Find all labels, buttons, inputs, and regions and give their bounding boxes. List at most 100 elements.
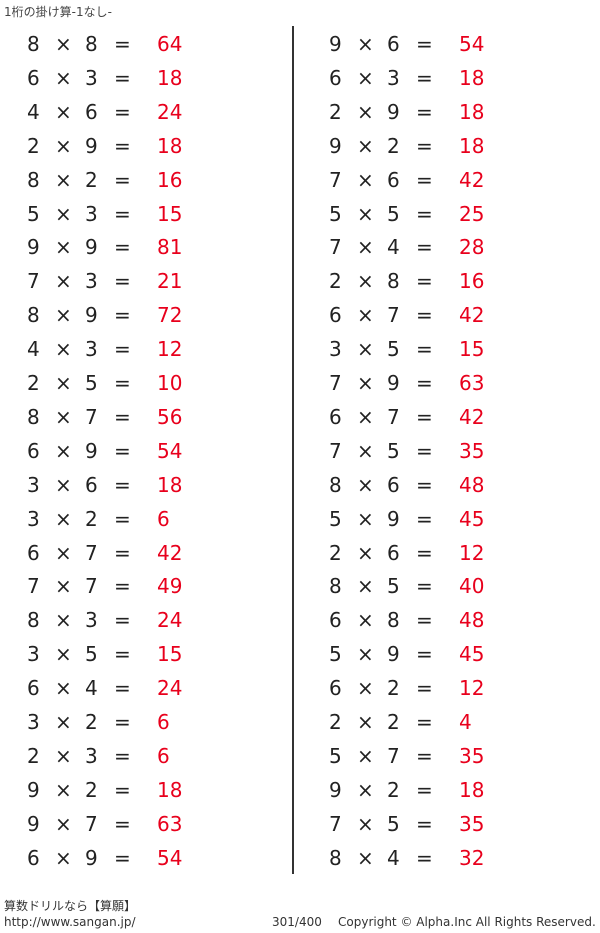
- times-sign: ×: [55, 710, 72, 734]
- answer: 42: [459, 167, 485, 192]
- times-sign: ×: [357, 133, 374, 158]
- answer: 18: [157, 777, 183, 802]
- times-sign: ×: [357, 201, 374, 226]
- times-sign: ×: [357, 540, 374, 565]
- operand-a: 2: [27, 371, 40, 395]
- operand-a: 5: [329, 506, 342, 531]
- times-sign: ×: [357, 743, 374, 768]
- times-sign: ×: [55, 235, 72, 260]
- times-sign: ×: [55, 743, 72, 768]
- operand-a: 7: [27, 574, 40, 599]
- footer-url[interactable]: http://www.sangan.jp/: [4, 915, 136, 929]
- equals-sign: =: [114, 32, 131, 56]
- operand-a: 6: [27, 438, 40, 463]
- operand-a: 8: [27, 167, 40, 192]
- equals-sign: =: [416, 371, 433, 395]
- operand-a: 7: [329, 371, 342, 395]
- times-sign: ×: [357, 642, 374, 667]
- operand-b: 9: [85, 438, 98, 463]
- operand-a: 4: [27, 337, 40, 362]
- operand-b: 6: [85, 472, 98, 497]
- equals-sign: =: [114, 676, 131, 701]
- equals-sign: =: [114, 133, 131, 158]
- times-sign: ×: [357, 32, 374, 56]
- operand-b: 3: [85, 65, 98, 90]
- times-sign: ×: [55, 133, 72, 158]
- operand-a: 2: [329, 710, 342, 734]
- page-number: 301/400: [272, 915, 322, 929]
- answer: 12: [459, 540, 485, 565]
- times-sign: ×: [55, 269, 72, 294]
- equals-sign: =: [416, 133, 433, 158]
- equals-sign: =: [416, 845, 433, 870]
- operand-b: 9: [85, 235, 98, 260]
- equals-sign: =: [416, 811, 433, 836]
- equals-sign: =: [114, 201, 131, 226]
- operand-b: 6: [85, 99, 98, 124]
- operand-a: 6: [27, 676, 40, 701]
- operand-b: 2: [387, 710, 400, 734]
- operand-b: 5: [387, 811, 400, 836]
- operand-a: 6: [329, 303, 342, 328]
- operand-b: 9: [387, 371, 400, 395]
- equals-sign: =: [416, 608, 433, 633]
- equals-sign: =: [416, 676, 433, 701]
- answer: 40: [459, 574, 485, 599]
- operand-b: 8: [387, 608, 400, 633]
- equals-sign: =: [114, 235, 131, 260]
- answer: 24: [157, 608, 183, 633]
- operand-b: 3: [387, 65, 400, 90]
- answer: 45: [459, 506, 485, 531]
- answer: 18: [459, 65, 485, 90]
- operand-a: 3: [27, 506, 40, 531]
- answer: 6: [157, 743, 170, 768]
- operand-b: 2: [85, 710, 98, 734]
- operand-b: 9: [85, 133, 98, 158]
- operand-a: 8: [27, 608, 40, 633]
- answer: 15: [157, 642, 183, 667]
- times-sign: ×: [55, 676, 72, 701]
- operand-b: 7: [85, 540, 98, 565]
- operand-b: 6: [387, 167, 400, 192]
- operand-a: 4: [27, 99, 40, 124]
- operand-a: 8: [329, 574, 342, 599]
- answer: 63: [459, 371, 485, 395]
- equals-sign: =: [416, 574, 433, 599]
- operand-a: 6: [27, 540, 40, 565]
- equals-sign: =: [416, 777, 433, 802]
- answer: 24: [157, 99, 183, 124]
- answer: 18: [459, 133, 485, 158]
- times-sign: ×: [55, 201, 72, 226]
- times-sign: ×: [357, 608, 374, 633]
- times-sign: ×: [55, 303, 72, 328]
- equals-sign: =: [416, 65, 433, 90]
- copyright: Copyright © Alpha.Inc All Rights Reserve…: [338, 915, 596, 929]
- equals-sign: =: [416, 201, 433, 226]
- answer: 54: [157, 438, 183, 463]
- operand-b: 9: [387, 99, 400, 124]
- operand-b: 6: [387, 32, 400, 56]
- times-sign: ×: [357, 506, 374, 531]
- operand-a: 8: [27, 404, 40, 429]
- footer-brand: 算数ドリルなら【算願】: [4, 899, 137, 913]
- answer: 12: [459, 676, 485, 701]
- times-sign: ×: [357, 438, 374, 463]
- operand-b: 9: [85, 303, 98, 328]
- answer: 28: [459, 235, 485, 260]
- answer: 18: [157, 133, 183, 158]
- answer: 18: [157, 65, 183, 90]
- operand-b: 2: [85, 777, 98, 802]
- operand-b: 9: [85, 845, 98, 870]
- times-sign: ×: [357, 811, 374, 836]
- answer: 16: [459, 269, 485, 294]
- operand-b: 8: [387, 269, 400, 294]
- answer: 35: [459, 811, 485, 836]
- times-sign: ×: [55, 811, 72, 836]
- operand-b: 4: [387, 845, 400, 870]
- answer: 42: [459, 404, 485, 429]
- equals-sign: =: [114, 574, 131, 599]
- operand-a: 2: [329, 540, 342, 565]
- operand-a: 3: [27, 472, 40, 497]
- operand-b: 9: [387, 506, 400, 531]
- equals-sign: =: [114, 506, 131, 531]
